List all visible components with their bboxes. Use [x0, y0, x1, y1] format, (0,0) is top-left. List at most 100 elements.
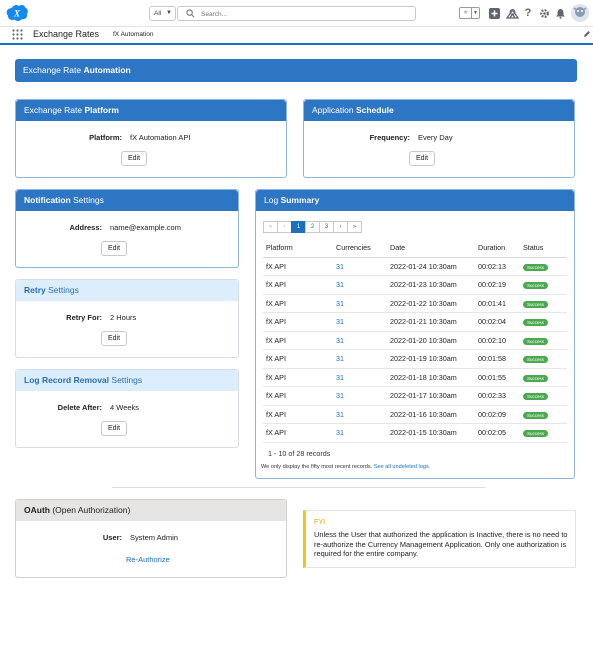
column-duration: Duration	[475, 238, 520, 258]
pagination: « ‹ 1 2 3 › »	[263, 221, 362, 233]
avatar[interactable]	[571, 4, 589, 22]
global-search[interactable]	[177, 6, 416, 21]
first-page-button[interactable]: «	[263, 221, 278, 233]
log-summary-header: Log Summary	[256, 190, 574, 211]
status-badge: Success	[523, 263, 549, 271]
platform-card: Exchange Rate Platform Platform: fX Auto…	[15, 99, 287, 178]
cell-duration: 00:02:09	[475, 405, 520, 424]
column-platform: Platform	[263, 238, 333, 258]
cell-status: Success	[520, 275, 567, 295]
cell-currencies[interactable]: 31	[333, 349, 387, 369]
gear-icon[interactable]	[537, 6, 551, 20]
cell-currencies[interactable]: 31	[333, 257, 387, 276]
log-table: Platform Currencies Date Duration Status…	[263, 238, 567, 443]
favorites-button[interactable]: ★ ▼	[459, 7, 480, 19]
svg-text:X: X	[13, 9, 21, 19]
last-page-button[interactable]: »	[347, 221, 362, 233]
log-removal-edit-button[interactable]: Edit	[101, 421, 127, 436]
tab-fx-automation[interactable]: fX Automation	[113, 31, 154, 38]
cell-currencies[interactable]: 31	[333, 368, 387, 387]
cell-platform: fX API	[263, 275, 333, 295]
cell-currencies[interactable]: 31	[333, 405, 387, 424]
cell-date: 2022-01-20 10:30am	[387, 331, 475, 350]
cell-platform: fX API	[263, 405, 333, 424]
app-launcher-icon[interactable]	[12, 29, 23, 40]
retry-edit-button[interactable]: Edit	[101, 331, 127, 346]
cell-platform: fX API	[263, 294, 333, 313]
table-row: fX API 31 2022-01-21 10:30am 00:02:04 Succes…	[263, 312, 567, 332]
re-authorize-link[interactable]: Re-Authorize	[126, 555, 170, 564]
table-row: fX API 31 2022-01-15 10:30am 00:02:05 Succes…	[263, 423, 567, 443]
status-badge: Success	[523, 282, 549, 290]
chevron-down-icon: ▼	[473, 10, 478, 16]
bell-icon[interactable]	[553, 6, 567, 20]
frequency-label: Frequency:	[369, 133, 410, 142]
cell-duration: 00:02:13	[475, 257, 520, 276]
status-badge: Success	[523, 319, 549, 327]
delete-after-label: Delete After:	[57, 403, 102, 412]
fyi-body: Unless the User that authorized the appl…	[314, 530, 568, 558]
table-row: fX API 31 2022-01-18 10:30am 00:01:55 Succes…	[263, 368, 567, 387]
app-name: Exchange Rates	[33, 29, 100, 39]
search-icon	[186, 9, 196, 19]
page-2-button[interactable]: 2	[305, 221, 320, 233]
user-label: User:	[102, 533, 122, 542]
status-badge: Success	[523, 411, 549, 419]
cell-duration: 00:01:41	[475, 294, 520, 313]
cell-currencies[interactable]: 31	[333, 386, 387, 406]
log-summary-title-bold: Summary	[280, 195, 320, 205]
trailhead-icon[interactable]	[505, 6, 519, 20]
edit-nav-icon[interactable]	[583, 30, 591, 38]
cell-duration: 00:02:04	[475, 312, 520, 332]
cell-currencies[interactable]: 31	[333, 275, 387, 295]
schedule-title-bold: Schedule	[355, 105, 394, 115]
cell-status: Success	[520, 405, 567, 424]
cell-currencies[interactable]: 31	[333, 423, 387, 443]
cell-status: Success	[520, 312, 567, 332]
cell-currencies[interactable]: 31	[333, 312, 387, 332]
log-note-text: We only display the fifty most recent re…	[261, 464, 373, 470]
oauth-card-header: OAuth (Open Authorization)	[16, 500, 286, 521]
record-count: 1 - 10 of 28 records	[268, 449, 331, 458]
prev-page-button[interactable]: ‹	[277, 221, 292, 233]
schedule-edit-button[interactable]: Edit	[409, 151, 435, 166]
cell-duration: 00:02:05	[475, 423, 520, 443]
oauth-title-bold: OAuth	[24, 505, 50, 515]
table-row: fX API 31 2022-01-17 10:30am 00:02:33 Succes…	[263, 386, 567, 406]
retry-card: Retry Settings Retry For: 2 Hours Edit	[15, 279, 239, 358]
add-icon[interactable]	[487, 6, 501, 20]
cell-date: 2022-01-18 10:30am	[387, 368, 475, 387]
log-summary-title-prefix: Log	[264, 195, 279, 205]
cell-platform: fX API	[263, 312, 333, 332]
page-1-button[interactable]: 1	[291, 221, 306, 233]
schedule-card: Application Schedule Frequency: Every Da…	[303, 99, 575, 178]
cell-platform: fX API	[263, 331, 333, 350]
table-row: fX API 31 2022-01-24 10:30am 00:02:13 Succes…	[263, 257, 567, 276]
notification-edit-button[interactable]: Edit	[101, 241, 127, 256]
page-3-button[interactable]: 3	[319, 221, 334, 233]
cell-duration: 00:02:33	[475, 386, 520, 406]
salesforce-logo-icon[interactable]: X	[6, 4, 28, 22]
platform-title-prefix: Exchange Rate	[24, 105, 83, 115]
cell-currencies[interactable]: 31	[333, 294, 387, 313]
next-page-button[interactable]: ›	[333, 221, 348, 233]
cell-currencies[interactable]: 31	[333, 331, 387, 350]
chevron-down-icon: ▼	[166, 10, 172, 16]
search-scope-value: All	[154, 10, 162, 17]
platform-edit-button[interactable]: Edit	[121, 151, 147, 166]
app-navigation: Exchange Rates fX Automation	[0, 27, 593, 45]
status-badge: Success	[523, 374, 549, 382]
notification-card-header: Notification Settings	[16, 190, 238, 211]
status-badge: Success	[523, 356, 549, 364]
divider	[112, 487, 485, 488]
cell-status: Success	[520, 423, 567, 443]
table-row: fX API 31 2022-01-19 10:30am 00:01:58 Succes…	[263, 349, 567, 369]
status-badge: Success	[523, 430, 549, 438]
help-icon[interactable]: ?	[524, 7, 532, 19]
cell-duration: 00:01:58	[475, 349, 520, 369]
cell-date: 2022-01-15 10:30am	[387, 423, 475, 443]
see-all-logs-link[interactable]: See all undeleted logs.	[373, 464, 431, 470]
search-scope-select[interactable]: All ▼	[149, 6, 176, 21]
platform-label: Platform:	[89, 133, 122, 142]
search-input[interactable]	[201, 9, 401, 19]
